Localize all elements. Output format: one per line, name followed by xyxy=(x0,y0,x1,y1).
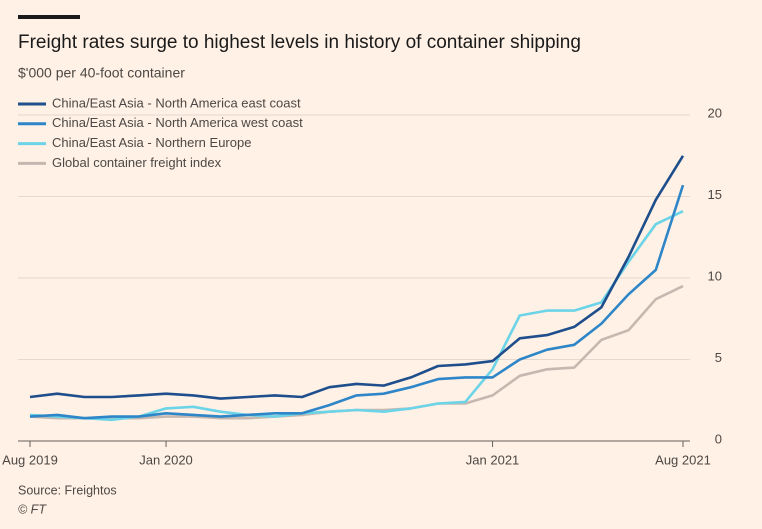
x-tick-label: Jan 2020 xyxy=(139,452,193,467)
chart-title: Freight rates surge to highest levels in… xyxy=(18,32,581,53)
x-tick-label: Aug 2019 xyxy=(2,452,58,467)
legend-label: Global container freight index xyxy=(52,155,222,170)
ft-bar xyxy=(18,15,80,19)
y-tick-label: 5 xyxy=(715,350,722,365)
series-line xyxy=(29,155,685,400)
chart-subtitle: $'000 per 40-foot container xyxy=(18,65,185,81)
y-tick-label: 15 xyxy=(708,187,722,202)
series-line xyxy=(29,210,684,422)
legend-label: China/East Asia - Northern Europe xyxy=(52,135,251,150)
legend-label: China/East Asia - North America east coa… xyxy=(52,95,301,110)
series-line xyxy=(29,284,684,420)
source: Source: Freightos xyxy=(18,483,117,497)
legend-label: China/East Asia - North America west coa… xyxy=(52,115,303,130)
y-tick-label: 10 xyxy=(708,268,722,283)
credit: © FT xyxy=(18,502,47,516)
x-tick-label: Jan 2021 xyxy=(466,452,520,467)
y-tick-label: 20 xyxy=(708,105,722,120)
x-tick-label: Aug 2021 xyxy=(655,452,711,467)
series-line xyxy=(29,184,685,420)
y-tick-label: 0 xyxy=(715,431,722,446)
